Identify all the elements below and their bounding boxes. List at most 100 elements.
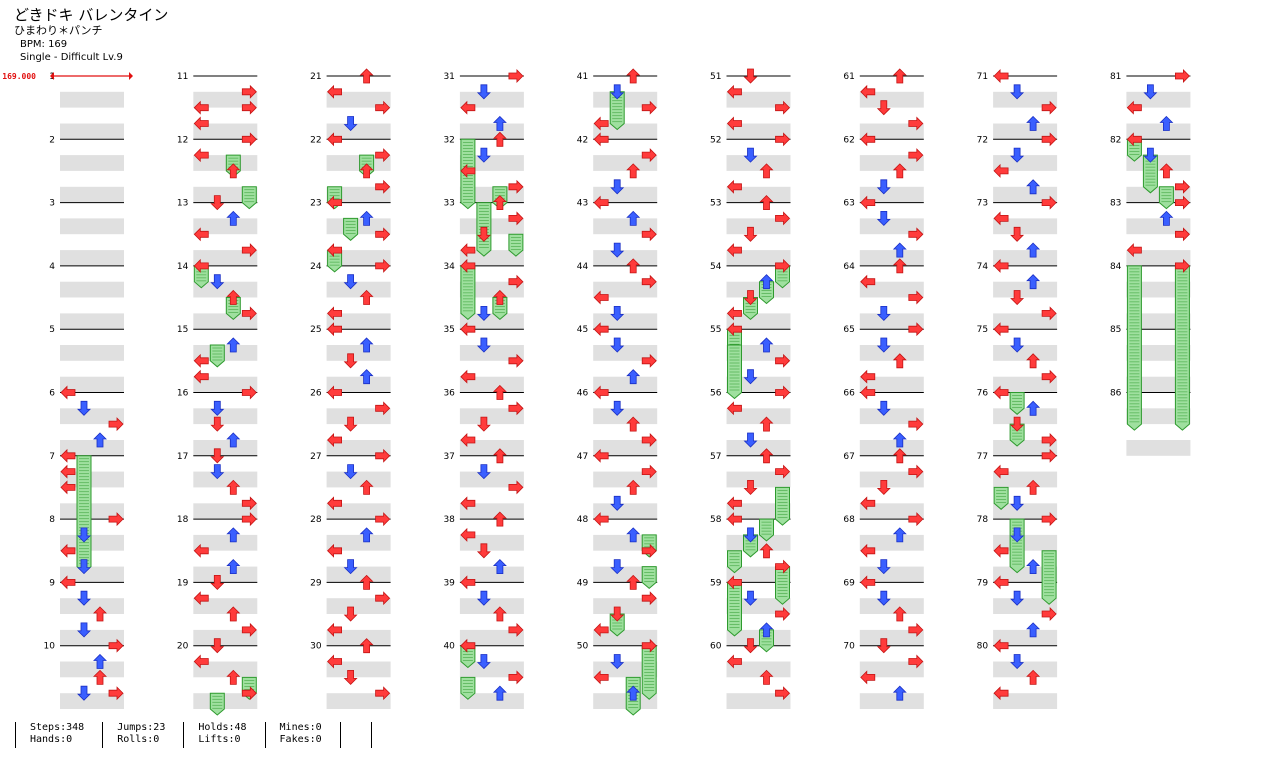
step-arrow — [1041, 369, 1057, 384]
step-arrow — [726, 496, 742, 511]
beat-band — [993, 629, 1058, 646]
step-arrow — [77, 400, 91, 416]
beat-band — [193, 218, 258, 235]
beat-band — [726, 693, 791, 709]
step-arrow — [241, 496, 257, 511]
beat-band — [726, 440, 791, 456]
beat-band — [459, 471, 524, 488]
hold-note — [492, 297, 508, 321]
step-arrow — [876, 100, 891, 116]
step-arrow — [641, 227, 657, 242]
step-arrow — [876, 638, 891, 654]
step-arrow — [593, 385, 609, 400]
beat-band — [326, 661, 391, 678]
step-arrow — [860, 385, 876, 400]
holds-stat: Holds:48 — [198, 722, 247, 733]
beat-band — [326, 313, 391, 330]
hold-note — [759, 281, 774, 305]
measure-number: 78 — [977, 515, 989, 525]
beat-band — [593, 440, 658, 456]
step-arrow — [993, 543, 1009, 558]
step-arrow — [626, 369, 641, 385]
step-arrow — [1010, 495, 1025, 511]
step-arrow — [343, 274, 358, 290]
step-arrow — [93, 653, 107, 669]
step-arrow — [1041, 132, 1057, 147]
step-arrow — [641, 274, 657, 289]
hold-note — [641, 566, 657, 590]
beat-band — [593, 155, 658, 171]
hold-note — [1126, 265, 1142, 431]
step-arrow — [460, 638, 476, 653]
step-arrow — [492, 384, 507, 400]
measure-number: 70 — [843, 642, 855, 652]
step-arrow — [876, 590, 891, 606]
beat-band — [193, 91, 258, 108]
fakes-stat: Fakes:0 — [279, 734, 322, 745]
beat-band — [726, 598, 791, 614]
beat-band — [193, 693, 258, 709]
beat-band — [859, 661, 924, 678]
step-arrow — [1010, 527, 1025, 543]
step-arrow — [1126, 132, 1142, 147]
step-arrow — [241, 243, 257, 258]
step-arrow — [241, 622, 257, 637]
step-arrow — [508, 353, 524, 368]
beat-band — [60, 566, 124, 583]
step-arrow — [743, 369, 758, 385]
step-arrow — [1041, 195, 1057, 210]
step-arrow — [1175, 258, 1190, 273]
stats-bar: Steps:348 Hands:0 Jumps:23 Rolls:0 Holds… — [15, 722, 372, 748]
step-arrow — [775, 211, 791, 226]
step-arrow — [327, 433, 343, 447]
measure-number: 4 — [49, 262, 55, 272]
beat-band — [326, 155, 391, 171]
beat-band — [593, 345, 658, 361]
measure-number: 61 — [843, 72, 854, 82]
step-arrow — [359, 369, 374, 385]
step-arrow — [210, 448, 225, 464]
beat-band — [459, 123, 524, 140]
beat-band — [993, 693, 1058, 709]
beat-band — [859, 534, 924, 551]
step-arrow — [1026, 559, 1041, 574]
step-arrow — [359, 337, 374, 353]
hold-note — [743, 534, 758, 558]
step-arrow — [626, 527, 641, 543]
step-arrow — [860, 84, 876, 99]
measure-number: 6 — [49, 389, 55, 399]
beat-band — [459, 693, 524, 709]
step-arrow — [226, 210, 241, 226]
step-arrow — [460, 100, 476, 115]
step-arrow — [193, 100, 209, 115]
beat-band — [726, 186, 791, 203]
measure-number: 44 — [577, 262, 589, 272]
beat-band — [193, 313, 258, 330]
step-arrow — [460, 258, 476, 273]
beat-band — [859, 218, 924, 235]
hold-note — [775, 486, 790, 526]
step-arrow — [1026, 622, 1041, 638]
step-arrow — [860, 195, 876, 210]
beat-band — [326, 123, 391, 140]
beat-band — [326, 91, 391, 108]
hands-stat: Hands:0 — [30, 734, 73, 745]
beat-band — [859, 91, 924, 108]
beat-band — [193, 503, 258, 520]
step-arrow — [876, 337, 891, 353]
step-arrow — [210, 464, 225, 480]
step-arrow — [860, 543, 876, 558]
step-arrow — [476, 147, 491, 163]
measure-number: 86 — [1110, 389, 1122, 399]
measure-number: 55 — [710, 325, 721, 335]
step-arrow — [626, 416, 641, 432]
beat-band — [459, 629, 524, 646]
beat-band — [193, 408, 258, 425]
step-arrow — [993, 464, 1009, 479]
step-arrow — [892, 448, 907, 464]
step-arrow — [327, 622, 343, 637]
beat-band — [326, 503, 391, 520]
arrow-layer — [60, 68, 1190, 701]
measure-number: 18 — [177, 515, 189, 525]
measure-number: 17 — [177, 452, 188, 462]
